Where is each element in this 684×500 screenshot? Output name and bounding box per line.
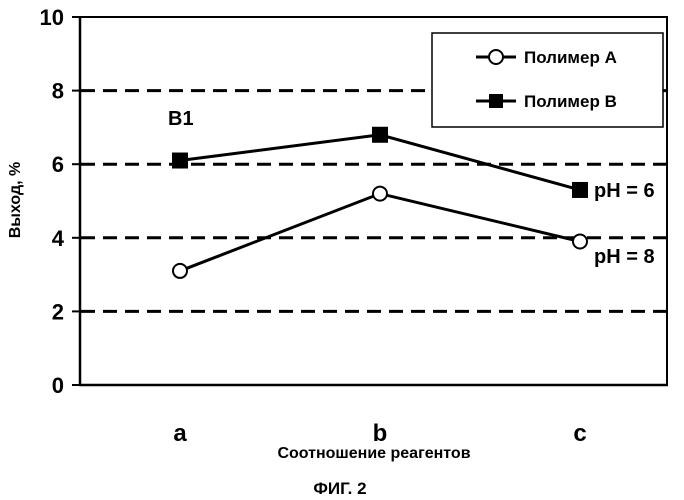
- y-tick-label: 10: [40, 5, 64, 30]
- y-axis-label: Выход, %: [7, 162, 24, 239]
- legend-marker-polymer-a: [489, 50, 503, 64]
- point-polymer-b-a: [172, 153, 188, 169]
- y-tick-label: 8: [52, 79, 64, 104]
- point-polymer-b-b: [372, 127, 388, 143]
- x-tick-label: c: [573, 420, 586, 447]
- legend-label-polymer-a: Полимер A: [524, 48, 617, 67]
- series-line-polymer-a: [180, 194, 580, 271]
- end-label-polymer-a: pH = 8: [594, 246, 655, 268]
- point-polymer-a-c: [573, 234, 587, 248]
- y-tick-label: 0: [52, 373, 64, 398]
- legend-marker-polymer-b: [489, 94, 503, 108]
- chart: 0 2 4 6 8 10 a b c Выход, % Соотношение реагенто…: [0, 0, 684, 500]
- legend: Полимер A Полимер B: [432, 33, 663, 127]
- x-tick-label: b: [373, 420, 388, 447]
- point-polymer-a-a: [173, 264, 187, 278]
- legend-label-polymer-b: Полимер B: [524, 92, 617, 111]
- series-line-polymer-b: [180, 135, 580, 190]
- x-tick-label: a: [173, 420, 187, 447]
- point-polymer-b-c: [572, 182, 588, 198]
- y-tick-label: 6: [52, 152, 64, 177]
- y-tick-label: 2: [52, 299, 64, 324]
- annotation-b1: B1: [168, 108, 194, 130]
- x-axis-label: Соотношение реагентов: [277, 445, 470, 462]
- point-polymer-a-b: [373, 187, 387, 201]
- y-tick-label: 4: [52, 226, 65, 251]
- figure-caption: ФИГ. 2: [313, 479, 366, 498]
- end-label-polymer-b: pH = 6: [594, 180, 655, 202]
